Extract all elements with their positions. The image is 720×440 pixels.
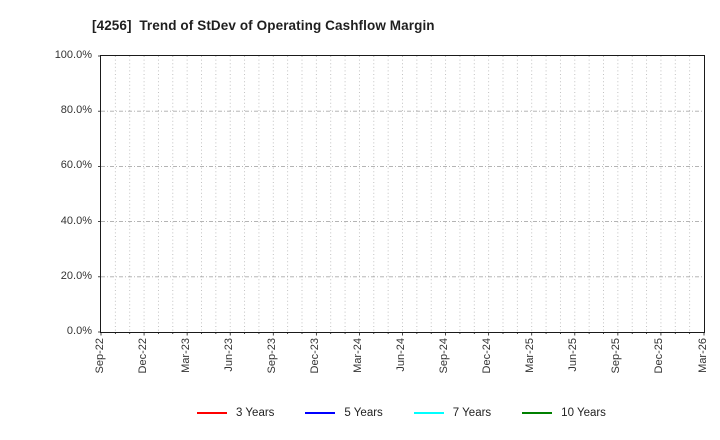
legend-label: 7 Years <box>452 407 492 419</box>
legend: 3 Years 5 Years 7 Years 10 Years <box>100 403 703 423</box>
x-tick-label: Jun-24 <box>395 338 407 372</box>
legend-label: 3 Years <box>236 407 275 419</box>
grid-lines <box>98 55 705 336</box>
y-tick-label: 20.0% <box>60 269 92 282</box>
y-tick-label: 0.0% <box>66 325 92 337</box>
x-tick-label: Dec-23 <box>308 338 321 374</box>
legend-line-swatch <box>522 412 553 414</box>
legend-label: 5 Years <box>344 407 383 419</box>
x-tick-label: Jun-25 <box>567 338 580 372</box>
legend-item-10-years: 10 Years <box>522 407 606 419</box>
legend-line-swatch <box>413 412 444 414</box>
legend-label: 10 Years <box>561 407 606 419</box>
legend-item-3-years: 3 Years <box>197 407 274 419</box>
x-tick-label: Mar-23 <box>179 338 192 373</box>
x-tick-label: Mar-24 <box>351 338 364 373</box>
x-tick-label: Sep-23 <box>265 338 278 374</box>
legend-line-swatch <box>197 412 228 414</box>
legend-item-7-years: 7 Years <box>413 407 492 419</box>
x-tick-label: Mar-26 <box>696 338 709 373</box>
legend-item-5-years: 5 Years <box>305 407 383 419</box>
legend-line-swatch <box>305 412 336 414</box>
x-tick-label: Sep-25 <box>610 338 623 374</box>
y-tick-label: 80.0% <box>60 104 92 117</box>
x-tick-label: Sep-22 <box>93 338 106 374</box>
chart-title: [4256] Trend of StDev of Operating Cashf… <box>92 18 435 33</box>
y-tick-label: 60.0% <box>60 159 92 172</box>
x-tick-label: Sep-24 <box>438 338 451 374</box>
x-tick-label: Dec-25 <box>653 338 666 374</box>
x-tick-label: Jun-23 <box>222 338 235 372</box>
y-tick-label: 100.0% <box>54 49 92 61</box>
x-tick-label: Dec-22 <box>136 338 149 374</box>
x-tick-label: Dec-24 <box>481 338 494 374</box>
y-tick-label: 40.0% <box>60 214 92 227</box>
plot-area <box>98 55 705 336</box>
x-tick-label: Mar-25 <box>524 338 537 373</box>
